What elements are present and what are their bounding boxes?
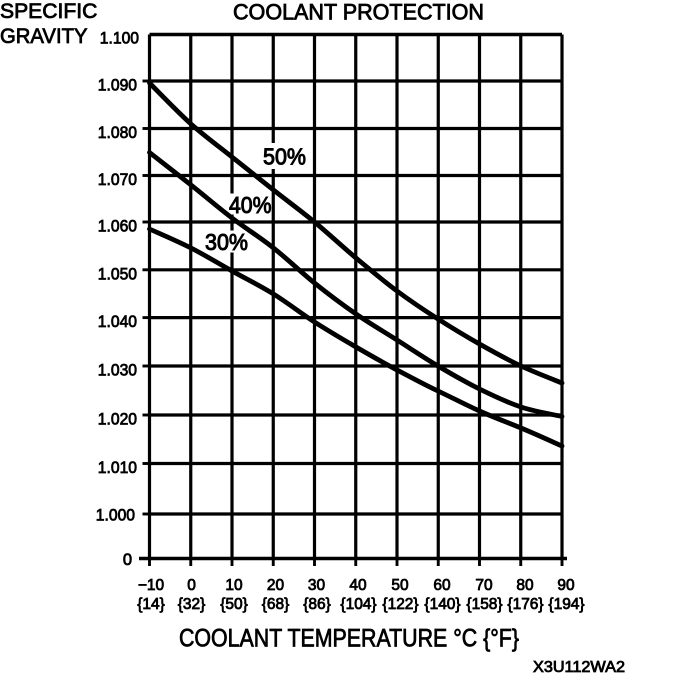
svg-text:{50}: {50}: [220, 596, 248, 613]
svg-text:30%: 30%: [205, 229, 248, 255]
svg-text:30: 30: [308, 577, 326, 594]
svg-text:1.050: 1.050: [98, 266, 137, 284]
svg-text:1.000: 1.000: [96, 507, 135, 525]
svg-text:1.040: 1.040: [98, 313, 137, 331]
svg-text:20: 20: [267, 577, 285, 594]
svg-text:50%: 50%: [263, 144, 306, 170]
svg-text:SPECIFIC: SPECIFIC: [0, 0, 97, 23]
svg-text:40: 40: [349, 577, 367, 594]
svg-text:GRAVITY: GRAVITY: [0, 25, 88, 48]
svg-text:COOLANT TEMPERATURE °C {°F}: COOLANT TEMPERATURE °C {°F}: [179, 625, 519, 653]
svg-text:50: 50: [391, 577, 409, 594]
svg-text:X3U112WA2: X3U112WA2: [533, 659, 625, 676]
svg-text:1.030: 1.030: [98, 362, 137, 380]
svg-text:{104}: {104}: [340, 596, 376, 613]
svg-text:{140}: {140}: [424, 596, 460, 613]
svg-text:{194}: {194}: [548, 596, 584, 613]
svg-text:{122}: {122}: [382, 596, 418, 613]
svg-text:−10: −10: [138, 577, 165, 594]
svg-text:80: 80: [516, 577, 534, 594]
svg-text:60: 60: [433, 577, 451, 594]
svg-text:1.090: 1.090: [98, 77, 137, 95]
svg-text:40%: 40%: [229, 192, 272, 218]
svg-text:1.010: 1.010: [98, 459, 137, 477]
svg-text:10: 10: [225, 577, 243, 594]
svg-text:0: 0: [123, 551, 132, 569]
svg-text:1.070: 1.070: [98, 171, 137, 189]
svg-text:90: 90: [557, 577, 575, 594]
svg-text:{68}: {68}: [262, 596, 290, 613]
svg-text:{176}: {176}: [507, 596, 543, 613]
svg-text:COOLANT PROTECTION: COOLANT PROTECTION: [233, 0, 484, 25]
svg-text:1.020: 1.020: [98, 411, 137, 429]
svg-text:0: 0: [187, 577, 196, 594]
svg-text:{32}: {32}: [178, 596, 206, 613]
svg-text:1.060: 1.060: [98, 218, 137, 236]
svg-text:{14}: {14}: [137, 596, 165, 613]
svg-text:1.080: 1.080: [98, 124, 137, 142]
svg-text:{158}: {158}: [466, 596, 502, 613]
svg-text:1.100: 1.100: [100, 30, 139, 48]
svg-text:{86}: {86}: [303, 596, 331, 613]
svg-text:70: 70: [475, 577, 493, 594]
